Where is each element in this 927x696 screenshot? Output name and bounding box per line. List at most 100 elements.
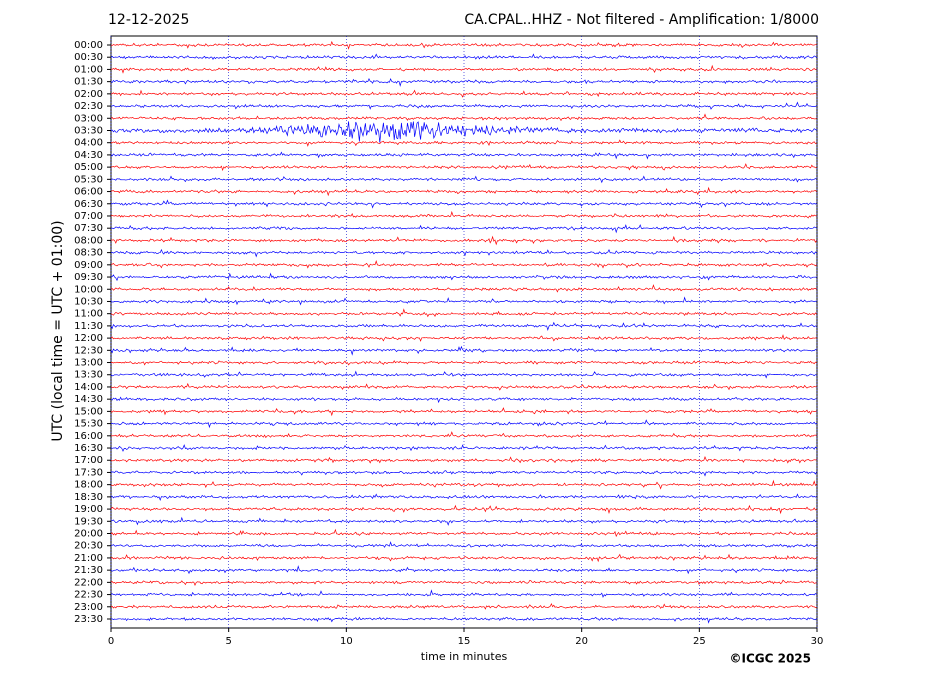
trace <box>110 296 817 306</box>
trace <box>110 163 817 172</box>
trace <box>110 77 817 87</box>
y-tick-label: 02:30 <box>74 101 103 112</box>
y-tick-label: 16:30 <box>74 443 103 454</box>
y-tick-label: 01:00 <box>74 64 103 75</box>
trace <box>111 360 817 366</box>
y-tick-label: 05:30 <box>74 174 103 185</box>
y-tick-label: 20:30 <box>74 541 103 552</box>
trace <box>110 553 817 563</box>
trace <box>110 382 817 391</box>
trace <box>110 334 817 342</box>
y-tick-label: 14:30 <box>74 394 103 405</box>
trace <box>110 248 817 258</box>
x-axis-label: time in minutes <box>421 650 508 663</box>
x-tick-label: 15 <box>458 636 471 647</box>
trace <box>110 504 817 515</box>
x-tick-label: 10 <box>340 636 353 647</box>
y-tick-label: 19:30 <box>74 516 103 527</box>
trace <box>110 113 817 122</box>
y-tick-label: 23:30 <box>74 614 103 625</box>
trace <box>110 579 817 586</box>
y-tick-label: 23:00 <box>74 602 103 613</box>
trace <box>110 272 817 282</box>
trace <box>111 235 817 246</box>
trace <box>110 53 817 61</box>
y-tick-label: 00:00 <box>74 40 103 51</box>
y-axis-label: UTC (local time = UTC + 01:00) <box>50 220 66 441</box>
trace <box>110 419 817 429</box>
date: 12-12-2025 <box>108 12 189 28</box>
y-tick-label: 18:30 <box>74 492 103 503</box>
y-tick-label: 22:30 <box>74 590 103 601</box>
y-tick-label: 11:30 <box>74 321 103 332</box>
y-tick-label: 17:00 <box>74 455 103 466</box>
trace <box>110 479 817 490</box>
trace <box>110 541 817 549</box>
y-tick-label: 00:30 <box>74 52 103 63</box>
y-tick-label: 15:00 <box>74 406 103 417</box>
trace <box>110 321 817 331</box>
y-tick-label: 09:00 <box>74 260 103 271</box>
y-tick-label: 17:30 <box>74 467 103 478</box>
y-tick-label: 12:00 <box>74 333 103 344</box>
trace <box>110 199 817 209</box>
trace <box>110 121 817 143</box>
y-tick-label: 08:00 <box>74 235 103 246</box>
y-tick-label: 18:00 <box>74 480 103 491</box>
trace <box>110 493 817 502</box>
trace <box>110 603 817 610</box>
y-tick-label: 07:00 <box>74 211 103 222</box>
credit: ©ICGC 2025 <box>729 652 811 666</box>
trace <box>110 101 817 110</box>
trace <box>110 528 817 538</box>
y-tick-label: 09:30 <box>74 272 103 283</box>
trace <box>110 396 817 404</box>
y-tick-label: 06:30 <box>74 199 103 210</box>
plot-area <box>110 35 818 629</box>
x-tick-label: 25 <box>693 636 706 647</box>
y-tick-label: 03:30 <box>74 125 103 136</box>
y-tick-label: 04:30 <box>74 150 103 161</box>
y-tick-label: 07:30 <box>74 223 103 234</box>
y-tick-label: 21:30 <box>74 565 103 576</box>
trace <box>110 370 817 379</box>
y-tick-label: 08:30 <box>74 248 103 259</box>
y-tick-label: 12:30 <box>74 345 103 356</box>
trace <box>110 470 817 477</box>
trace <box>110 345 817 356</box>
trace <box>110 616 817 624</box>
y-tick-label: 11:00 <box>74 309 103 320</box>
y-tick-label: 03:00 <box>74 113 103 124</box>
x-tick-label: 5 <box>225 636 231 647</box>
trace <box>110 444 817 452</box>
y-tick-label: 06:00 <box>74 187 103 198</box>
y-tick-label: 05:00 <box>74 162 103 173</box>
trace <box>110 589 817 598</box>
y-tick-label: 04:00 <box>74 138 103 149</box>
trace <box>110 407 817 417</box>
trace <box>110 40 817 50</box>
y-tick-label: 15:30 <box>74 419 103 430</box>
y-tick-label: 01:30 <box>74 77 103 88</box>
trace <box>110 308 817 318</box>
trace <box>110 284 817 293</box>
trace <box>110 64 817 74</box>
x-tick-label: 30 <box>811 636 824 647</box>
y-tick-label: 21:00 <box>74 553 103 564</box>
y-tick-label: 14:00 <box>74 382 103 393</box>
y-tick-label: 22:00 <box>74 577 103 588</box>
x-tick-label: 20 <box>575 636 588 647</box>
trace <box>110 89 817 98</box>
trace <box>110 186 817 197</box>
y-tick-label: 02:00 <box>74 89 103 100</box>
y-tick-label: 10:00 <box>74 284 103 295</box>
trace <box>110 139 817 147</box>
trace <box>110 175 817 184</box>
chart-title: CA.CPAL..HHZ - Not filtered - Amplificat… <box>464 12 819 28</box>
trace <box>110 516 817 526</box>
y-tick-label: 13:30 <box>74 370 103 381</box>
trace <box>110 456 817 464</box>
y-tick-label: 13:00 <box>74 358 103 369</box>
